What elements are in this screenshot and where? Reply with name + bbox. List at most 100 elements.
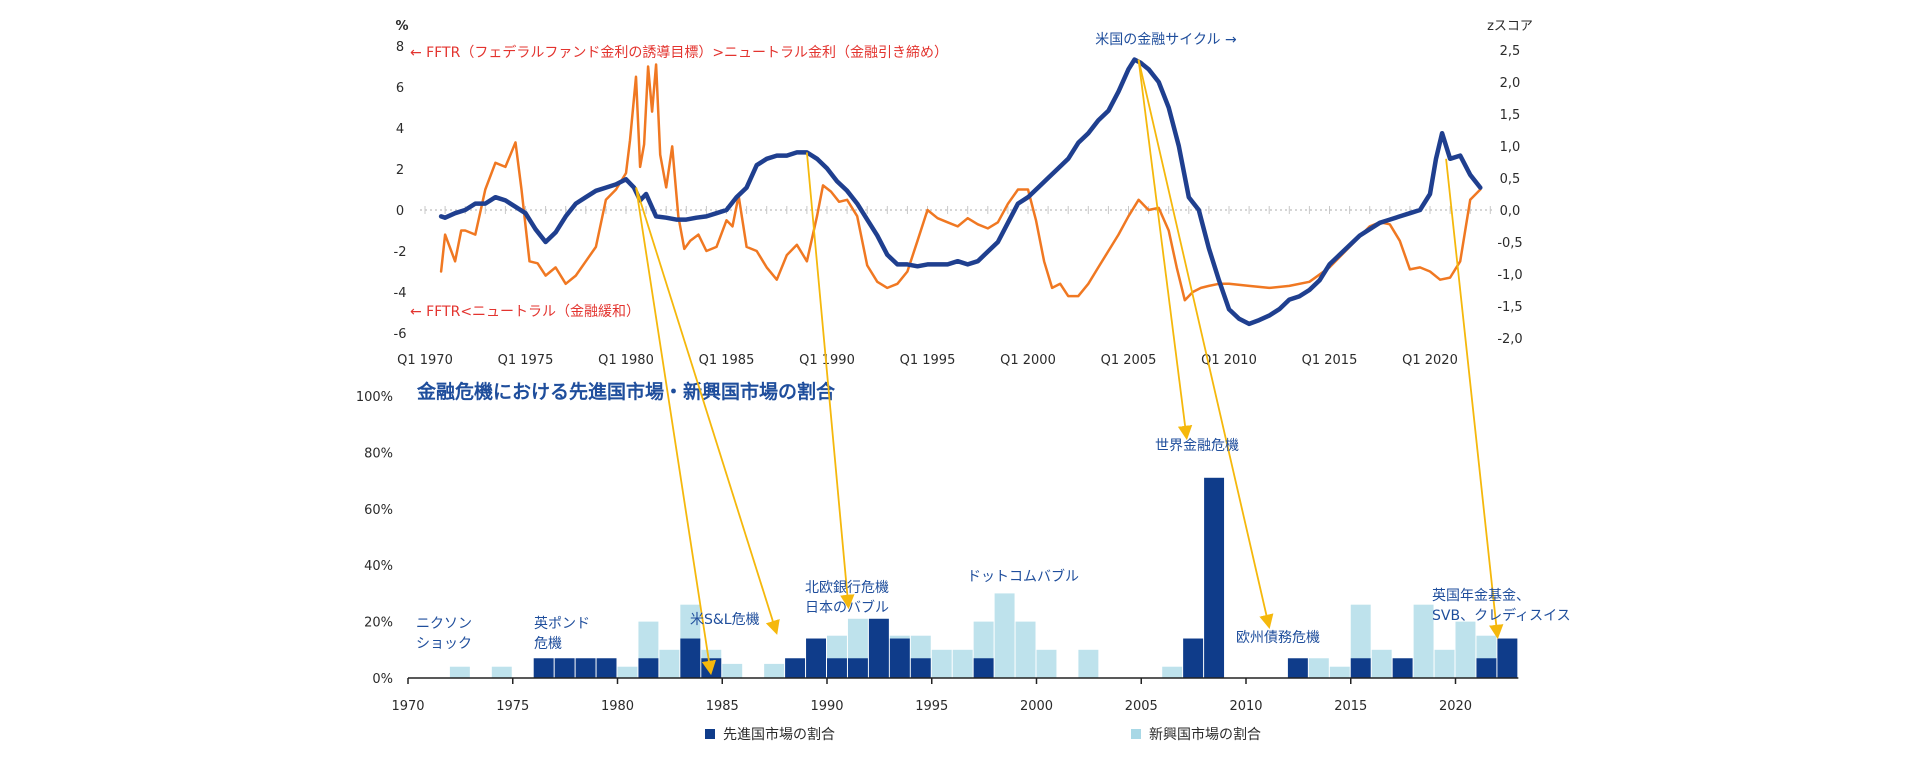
right-axis-tick: 0,0 (1500, 204, 1521, 219)
right-axis-tick: 1,5 (1500, 108, 1521, 123)
crisis-label: ショック (416, 636, 472, 652)
dm-bar (701, 658, 722, 678)
right-axis-tick: 1,0 (1500, 140, 1521, 155)
easing-annotation: ← FFTR<ニュートラル（金融緩和） (410, 304, 640, 320)
em-bar (1455, 621, 1476, 678)
em-bar (1078, 649, 1099, 678)
x-axis-tick: 2020 (1439, 699, 1472, 714)
y-axis-tick: 20% (364, 616, 393, 631)
em-bar (1329, 666, 1350, 678)
dm-bar (847, 658, 868, 678)
connector-arrow (806, 152, 855, 610)
crisis-label: ドットコムバブル (967, 568, 1079, 585)
connector-arrow (1445, 158, 1504, 640)
y-axis-tick: 100% (356, 390, 393, 405)
em-bar (1036, 649, 1057, 678)
left-axis-tick: 6 (396, 81, 404, 96)
y-axis-tick: 60% (364, 503, 393, 518)
legend-swatch-em (1131, 729, 1141, 739)
legend-label-em: 新興国市場の割合 (1149, 726, 1261, 743)
dm-bar (1392, 658, 1413, 678)
x-axis-tick: 1975 (496, 699, 529, 714)
em-bar (1413, 604, 1434, 678)
em-bar (1162, 666, 1183, 678)
left-axis-tick: 4 (396, 122, 404, 137)
x-axis-tick: Q1 1980 (598, 353, 654, 368)
connector-arrow (635, 187, 717, 676)
x-axis-tick: 2010 (1229, 699, 1262, 714)
crisis-label: 世界金融危機 (1155, 438, 1239, 454)
bottom-bar-chart: 金融危機における先進国市場・新興国市場の割合 100% 80% 60% 40% 20% 0%… (356, 380, 1519, 743)
y-axis-tick: 80% (364, 446, 393, 461)
legend-swatch-dm (705, 729, 715, 739)
dm-bar (806, 638, 826, 678)
cycle-label: 米国の金融サイクル → (1095, 32, 1237, 48)
dm-bar (910, 658, 931, 678)
em-bar (931, 649, 952, 678)
dm-bar (1204, 477, 1225, 678)
connector-arrow (1137, 59, 1193, 441)
em-bar (722, 663, 743, 678)
x-axis-tick: Q1 2015 (1302, 353, 1358, 368)
em-bar (952, 649, 973, 678)
em-bar (1371, 649, 1392, 678)
bar-chart-title: 金融危機における先進国市場・新興国市場の割合 (416, 380, 836, 403)
left-axis-tick: -2 (394, 245, 407, 260)
crisis-label: 北欧銀行危機 (805, 580, 889, 596)
em-bar (491, 666, 512, 678)
crisis-label: 英ポンド (534, 615, 590, 632)
crisis-label: 米S&L危機 (690, 612, 760, 628)
x-axis-tick: 1990 (810, 699, 843, 714)
left-axis-tick: 2 (396, 163, 404, 178)
dm-bar (554, 658, 575, 678)
dm-bar (680, 638, 701, 678)
em-bar (994, 593, 1015, 678)
x-axis-tick: 2005 (1125, 699, 1158, 714)
fftr-minus-neutral-line (439, 63, 1482, 302)
em-bar (659, 649, 680, 678)
connector-arrow (1137, 59, 1274, 630)
right-axis-tick: 2,5 (1500, 44, 1521, 59)
x-axis-tick: Q1 1990 (799, 353, 855, 368)
x-axis-tick: Q1 2000 (1000, 353, 1056, 368)
dm-bar (1476, 658, 1497, 678)
crisis-label: 欧州債務危機 (1236, 630, 1320, 646)
dm-bar (1287, 658, 1308, 678)
crisis-label: 日本のバブル (805, 599, 889, 616)
dm-bar (827, 658, 847, 678)
left-axis-tick: -6 (394, 327, 407, 342)
dm-bar (1497, 638, 1518, 678)
y-axis-tick: 0% (372, 672, 393, 687)
dm-bar (638, 658, 659, 678)
right-axis-tick: -2,0 (1497, 332, 1522, 347)
dm-bar (1183, 638, 1204, 678)
x-axis-tick: 1995 (915, 699, 948, 714)
x-axis-tick: 1980 (601, 699, 634, 714)
dm-bar (868, 618, 889, 678)
em-bar (764, 663, 785, 678)
top-line-chart: 8 6 4 2 0 -2 -4 -6% 2,5 2,0 1,5 1,0 0,5 0,0 -0,5 -1,0 -1… (394, 19, 1533, 368)
right-axis-tick: 0,5 (1500, 172, 1521, 187)
x-axis-tick: 2015 (1334, 699, 1367, 714)
right-axis-tick: 2,0 (1500, 76, 1521, 91)
legend-label-dm: 先進国市場の割合 (723, 726, 835, 743)
em-bar (1434, 649, 1455, 678)
dm-bar (973, 658, 994, 678)
x-axis-tick: 1970 (391, 699, 424, 714)
dm-bar (889, 638, 910, 678)
crisis-label: 危機 (534, 636, 562, 652)
left-axis-tick: 0 (396, 204, 404, 219)
connector-arrow (635, 187, 780, 635)
crisis-label: SVB、クレディスイス (1432, 607, 1571, 624)
x-axis-tick: Q1 1985 (699, 353, 755, 368)
right-axis-tick: -1,5 (1497, 300, 1522, 315)
right-axis-tick: -0,5 (1497, 236, 1522, 251)
x-axis-tick: Q1 2020 (1402, 353, 1458, 368)
em-bar (1015, 621, 1036, 678)
crisis-label: 英国年金基金、 (1432, 587, 1530, 604)
dm-bar (596, 658, 617, 678)
crisis-label: ニクソン (416, 616, 472, 632)
x-axis-tick: Q1 1970 (397, 353, 453, 368)
